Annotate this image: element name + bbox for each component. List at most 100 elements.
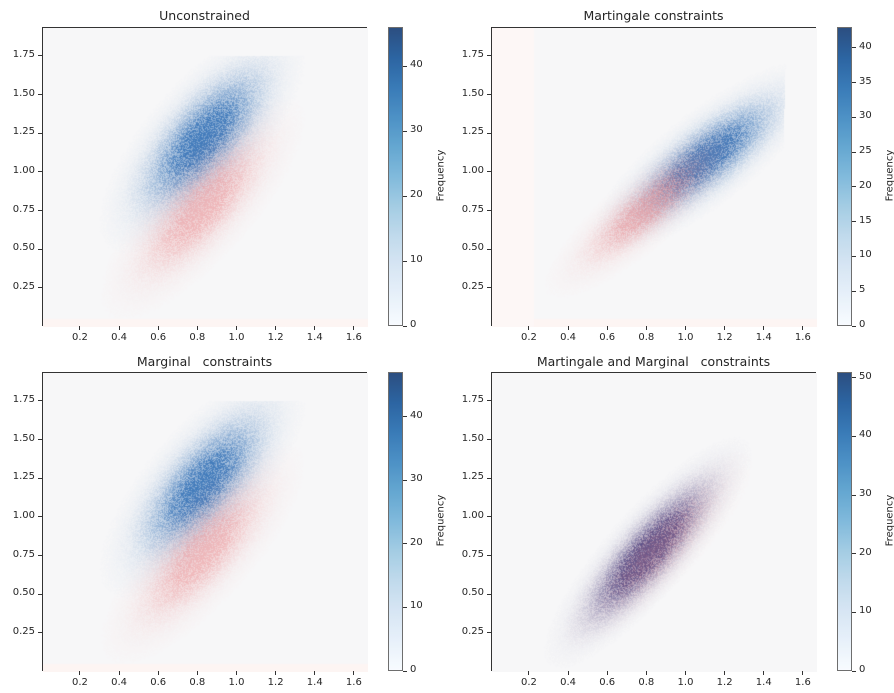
x-tick-label: 0.4 xyxy=(560,677,577,688)
x-tick-mark xyxy=(235,326,237,330)
x-tick-mark xyxy=(763,671,765,675)
chart-title: Martingale and Marginal constraints xyxy=(536,354,771,369)
chart-title: Marginal constraints xyxy=(136,354,273,369)
colorbar-tick-label: 0 xyxy=(410,664,417,675)
colorbar-label: Frequency xyxy=(435,149,447,201)
colorbar-tick-mark xyxy=(852,290,856,292)
colorbar-tick-mark xyxy=(852,255,856,257)
y-tick-mark xyxy=(38,171,42,173)
colorbar-tick-mark xyxy=(852,151,856,153)
y-tick-mark xyxy=(38,477,42,479)
x-tick-mark xyxy=(528,326,530,330)
chart-panel-1: Unconstrained 0.2 0.4 0.6 0.8 1.0 1.2 1.4 1.6 0.2… xyxy=(0,0,447,346)
colorbar-tick-mark xyxy=(852,494,856,496)
x-tick-label: 0.6 xyxy=(599,677,616,688)
x-tick-mark xyxy=(724,326,726,330)
colorbar-tick-label: 30 xyxy=(859,488,872,500)
colorbar-tick-label: 0 xyxy=(410,319,417,330)
y-tick-label: 0.75 xyxy=(461,203,484,215)
x-tick-mark xyxy=(567,671,569,675)
y-tick-mark xyxy=(38,439,42,441)
colorbar-tick-label: 20 xyxy=(859,179,872,191)
plot-area xyxy=(42,27,368,327)
y-tick-label: 0.75 xyxy=(461,548,484,560)
y-tick-label: 1.75 xyxy=(12,48,35,60)
x-tick-mark xyxy=(645,326,647,330)
x-tick-label: 0.8 xyxy=(638,677,655,688)
x-tick-label: 0.8 xyxy=(189,332,206,343)
colorbar-label: Frequency xyxy=(884,149,894,201)
x-tick-label: 0.4 xyxy=(560,332,577,343)
y-tick-label: 1.25 xyxy=(461,126,484,138)
colorbar-tick-label: 40 xyxy=(859,429,872,441)
x-tick-mark xyxy=(353,671,355,675)
colorbar-tick-label: 10 xyxy=(859,605,872,617)
plot-area xyxy=(491,27,817,327)
y-tick-label: 1.00 xyxy=(461,509,484,521)
x-tick-mark xyxy=(314,671,316,675)
colorbar xyxy=(388,27,403,326)
colorbar-tick-mark xyxy=(403,606,407,608)
x-tick-mark xyxy=(275,326,277,330)
colorbar-tick-label: 10 xyxy=(859,249,872,261)
y-tick-mark xyxy=(38,516,42,518)
colorbar xyxy=(837,372,852,671)
y-tick-label: 1.50 xyxy=(12,87,35,99)
colorbar-tick-mark xyxy=(852,221,856,223)
y-tick-mark xyxy=(487,593,491,595)
x-tick-label: 1.4 xyxy=(306,677,323,688)
colorbar-tick-mark xyxy=(403,65,407,67)
y-tick-mark xyxy=(38,632,42,634)
x-tick-mark xyxy=(118,671,120,675)
x-tick-label: 1.6 xyxy=(794,332,811,343)
x-tick-label: 0.8 xyxy=(638,332,655,343)
density-heatmap xyxy=(492,28,817,327)
colorbar-tick-mark xyxy=(852,186,856,188)
colorbar-tick-label: 40 xyxy=(410,59,423,70)
y-tick-label: 1.00 xyxy=(12,509,35,521)
y-tick-label: 0.75 xyxy=(12,548,35,560)
y-tick-label: 1.75 xyxy=(12,393,35,405)
x-tick-label: 1.0 xyxy=(228,332,245,343)
density-heatmap xyxy=(43,373,368,672)
x-tick-mark xyxy=(118,326,120,330)
x-tick-mark xyxy=(196,326,198,330)
x-tick-mark xyxy=(763,326,765,330)
colorbar-tick-mark xyxy=(403,130,407,132)
colorbar-tick-label: 20 xyxy=(410,189,423,200)
chart-panel-2: Martingale constraints 0.2 0.4 0.6 0.8 1.0 1.2… xyxy=(447,0,894,346)
colorbar-tick-label: 50 xyxy=(859,370,872,382)
chart-panel-3: Marginal constraints 0.2 0.4 0.6 0.8 1.0 1.2 1.… xyxy=(0,346,447,692)
y-tick-mark xyxy=(487,632,491,634)
x-tick-mark xyxy=(196,671,198,675)
x-tick-label: 1.0 xyxy=(677,677,694,688)
colorbar-tick-label: 15 xyxy=(859,214,872,226)
x-tick-label: 0.2 xyxy=(72,332,88,343)
colorbar-tick-mark xyxy=(852,435,856,437)
x-tick-mark xyxy=(606,671,608,675)
chart-title: Martingale constraints xyxy=(583,8,724,23)
y-tick-label: 0.50 xyxy=(461,242,484,254)
x-tick-mark xyxy=(802,326,804,330)
y-tick-label: 1.50 xyxy=(461,87,484,99)
y-tick-mark xyxy=(38,287,42,289)
y-tick-label: 0.25 xyxy=(12,625,35,637)
y-tick-mark xyxy=(487,94,491,96)
colorbar-tick-mark xyxy=(403,325,407,327)
y-tick-label: 0.50 xyxy=(461,587,484,599)
colorbar-tick-mark xyxy=(852,82,856,84)
y-tick-mark xyxy=(487,555,491,557)
y-tick-mark xyxy=(38,248,42,250)
colorbar-tick-label: 0 xyxy=(859,664,866,675)
density-heatmap xyxy=(492,373,817,672)
x-tick-mark xyxy=(275,671,277,675)
x-tick-label: 0.6 xyxy=(150,332,167,343)
colorbar-tick-mark xyxy=(403,479,407,481)
y-tick-label: 0.50 xyxy=(12,587,35,599)
y-tick-label: 0.75 xyxy=(12,203,35,215)
chart-panel-4: Martingale and Marginal constraints 0.2 0.… xyxy=(447,346,894,692)
colorbar-tick-mark xyxy=(852,377,856,379)
x-tick-mark xyxy=(567,326,569,330)
y-tick-mark xyxy=(487,132,491,134)
x-tick-label: 1.2 xyxy=(267,677,284,688)
